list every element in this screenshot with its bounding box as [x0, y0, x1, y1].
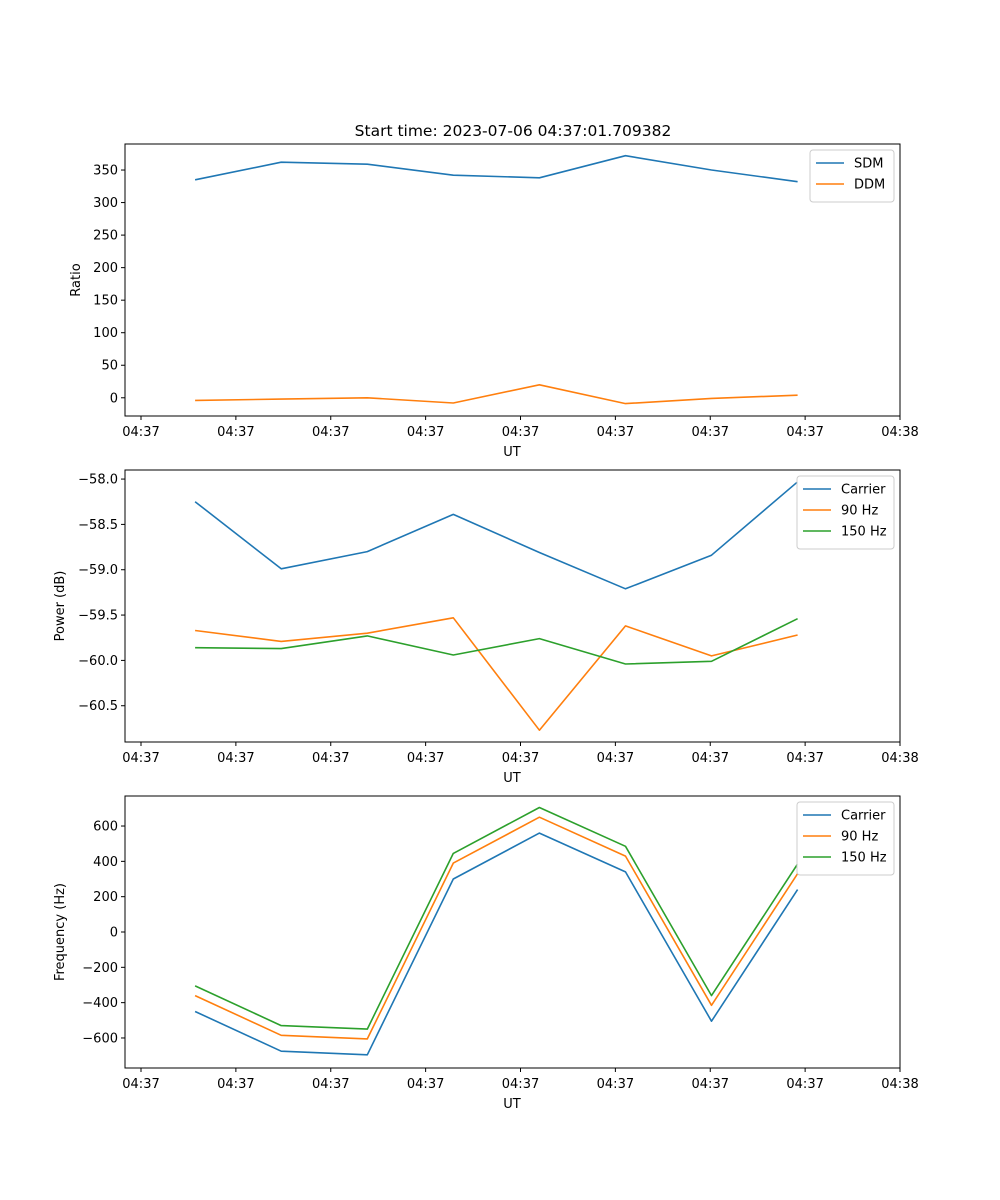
- series-line-150-hz: [195, 617, 798, 665]
- y-tick-label: 300: [93, 196, 118, 211]
- series-line-sdm: [194, 154, 798, 183]
- series-line-carrier: [194, 832, 799, 1056]
- y-tick-label: 250: [93, 229, 118, 244]
- legend-label: DDM: [854, 178, 885, 193]
- x-tick-label: 04:37: [786, 425, 823, 440]
- x-tick-label: 04:37: [312, 1077, 349, 1092]
- y-axis-label: Power (dB): [53, 571, 68, 642]
- x-tick-label: 04:37: [217, 425, 254, 440]
- x-tick-label: 04:37: [692, 751, 729, 766]
- series-line-150-hz: [194, 806, 799, 1030]
- x-tick-label: 04:37: [786, 1077, 823, 1092]
- y-tick-label: −200: [82, 961, 118, 976]
- x-tick-label: 04:37: [122, 1077, 159, 1092]
- legend-label: 90 Hz: [841, 504, 878, 519]
- x-tick-label: 04:37: [692, 1077, 729, 1092]
- y-tick-label: −58.5: [78, 518, 118, 533]
- legend-label: 150 Hz: [841, 525, 887, 540]
- x-tick-label: 04:37: [407, 751, 444, 766]
- x-tick-label: 04:37: [502, 751, 539, 766]
- y-tick-label: 100: [93, 326, 118, 341]
- x-tick-label: 04:37: [122, 425, 159, 440]
- legend: SDM DDM: [809, 149, 895, 203]
- x-tick-label: 04:37: [502, 1077, 539, 1092]
- y-tick-label: 0: [110, 926, 118, 941]
- legend-label: SDM: [854, 157, 883, 172]
- series-line-carrier: [194, 481, 799, 590]
- panel-2: 04:37 04:37 04:37 04:37 04:37 04:37 04:37 04:37…: [53, 469, 919, 786]
- x-axis-label: UT: [503, 445, 521, 460]
- y-tick-label: −600: [82, 1031, 118, 1046]
- x-tick-label: 04:38: [881, 1077, 918, 1092]
- series-line-90-hz: [194, 816, 799, 1040]
- y-tick-label: 50: [101, 359, 118, 374]
- chart-title: Start time: 2023-07-06 04:37:01.709382: [355, 122, 672, 140]
- legend-label: 150 Hz: [841, 851, 887, 866]
- axes-frame: [124, 143, 901, 417]
- series-line-ddm: [195, 383, 798, 405]
- legend: Carrier 90 Hz 150 Hz: [796, 801, 895, 876]
- y-axis-label: Ratio: [69, 263, 84, 296]
- y-tick-label: 400: [93, 855, 118, 870]
- x-tick-label: 04:38: [881, 751, 918, 766]
- y-tick-label: −60.5: [78, 699, 118, 714]
- y-tick-label: −59.5: [78, 609, 118, 624]
- x-tick-label: 04:37: [692, 425, 729, 440]
- y-axis-label: Frequency (Hz): [53, 883, 68, 981]
- axes-frame: [124, 469, 901, 743]
- x-tick-label: 04:37: [597, 1077, 634, 1092]
- x-tick-label: 04:37: [312, 751, 349, 766]
- panel-3: 04:37 04:37 04:37 04:37 04:37 04:37 04:37 04:37…: [53, 795, 919, 1112]
- x-tick-label: 04:37: [502, 425, 539, 440]
- legend-label: Carrier: [841, 483, 886, 498]
- y-tick-label: 350: [93, 164, 118, 179]
- x-tick-label: 04:37: [597, 751, 634, 766]
- y-tick-label: −59.0: [78, 563, 118, 578]
- y-tick-label: 200: [93, 261, 118, 276]
- x-axis-label: UT: [503, 1097, 521, 1112]
- y-tick-label: −58.0: [78, 473, 118, 488]
- x-tick-label: 04:37: [217, 751, 254, 766]
- y-tick-label: 150: [93, 294, 118, 309]
- x-tick-label: 04:37: [407, 425, 444, 440]
- x-tick-label: 04:37: [122, 751, 159, 766]
- series-line-90-hz: [194, 616, 798, 732]
- x-tick-label: 04:37: [597, 425, 634, 440]
- y-tick-label: −400: [82, 996, 118, 1011]
- panels: 04:37 04:37 04:37 04:37 04:37 04:37 04:37 04:37…: [53, 143, 919, 1112]
- x-axis-label: UT: [503, 771, 521, 786]
- y-tick-label: −60.0: [78, 654, 118, 669]
- legend-label: Carrier: [841, 809, 886, 824]
- panel-1: 04:37 04:37 04:37 04:37 04:37 04:37 04:37 04:37…: [69, 143, 919, 460]
- x-tick-label: 04:37: [312, 425, 349, 440]
- x-tick-label: 04:37: [786, 751, 823, 766]
- legend: Carrier 90 Hz 150 Hz: [796, 475, 895, 550]
- y-tick-label: 0: [110, 391, 118, 406]
- x-tick-label: 04:38: [881, 425, 918, 440]
- y-tick-label: 200: [93, 890, 118, 905]
- y-tick-label: 600: [93, 820, 118, 835]
- x-tick-label: 04:37: [217, 1077, 254, 1092]
- x-tick-label: 04:37: [407, 1077, 444, 1092]
- legend-label: 90 Hz: [841, 830, 878, 845]
